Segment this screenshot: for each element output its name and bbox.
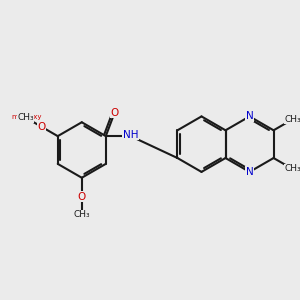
Text: O: O bbox=[110, 108, 119, 118]
Text: O: O bbox=[78, 192, 86, 202]
Text: O: O bbox=[37, 122, 45, 132]
Text: methoxy: methoxy bbox=[11, 114, 41, 120]
Text: N: N bbox=[246, 111, 254, 122]
Text: CH₃: CH₃ bbox=[74, 210, 90, 219]
Text: NH: NH bbox=[123, 130, 138, 140]
Text: CH₃: CH₃ bbox=[284, 115, 300, 124]
Text: CH₃: CH₃ bbox=[284, 164, 300, 173]
Text: CH₃: CH₃ bbox=[17, 113, 34, 122]
Text: N: N bbox=[246, 167, 254, 177]
